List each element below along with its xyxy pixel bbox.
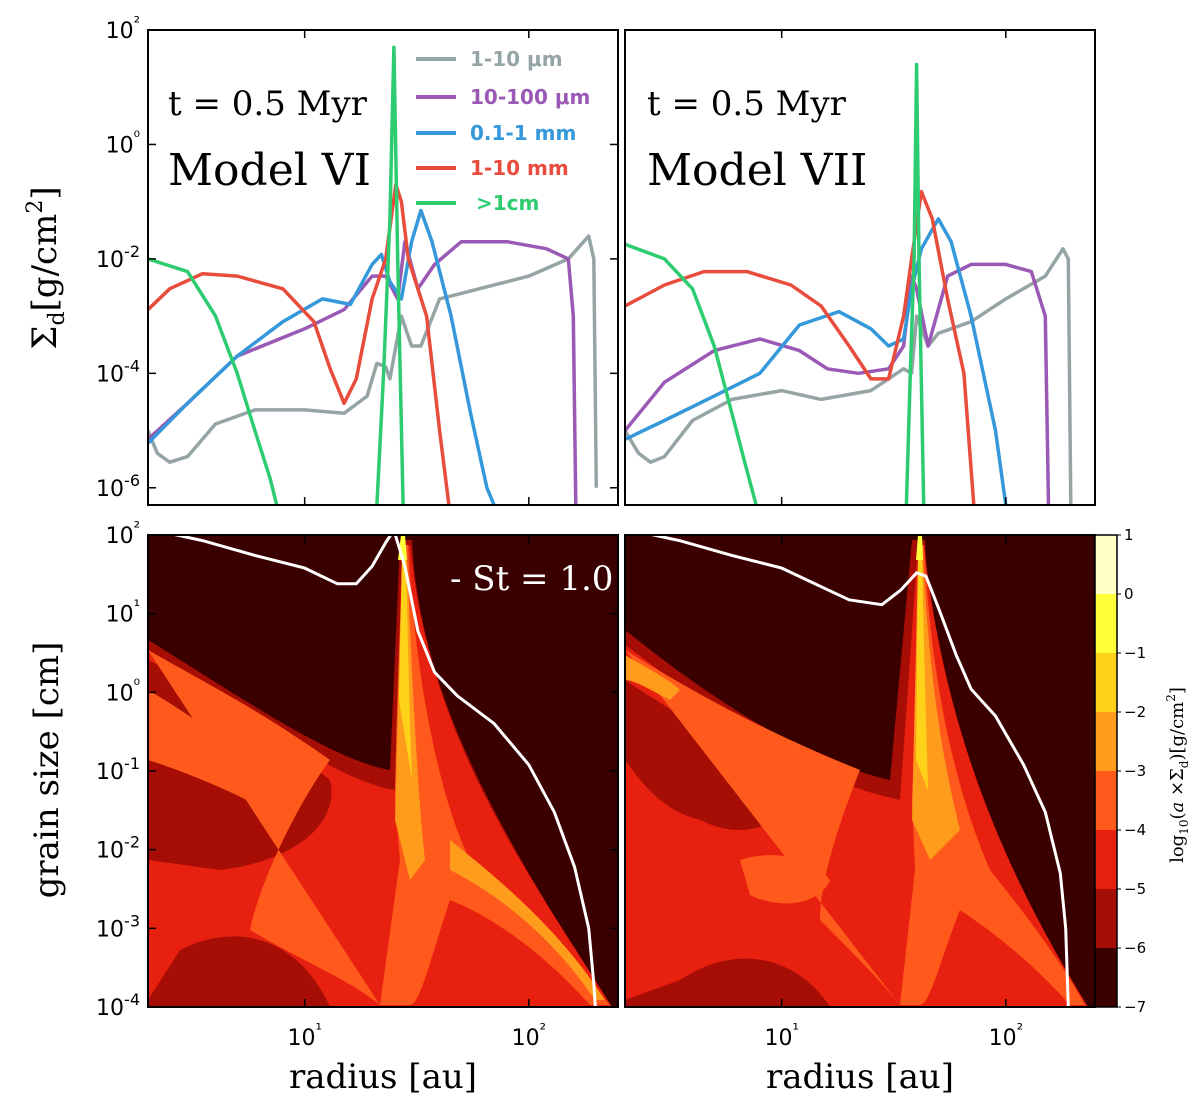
series-line-3 bbox=[148, 182, 451, 505]
legend-label-01-1mm: 0.1-1 mm bbox=[470, 121, 576, 145]
contour-level-minus4-band bbox=[148, 690, 290, 812]
colorbar-level bbox=[1095, 535, 1117, 594]
series-line-0 bbox=[148, 234, 599, 488]
y-tick-label: 10-6 bbox=[96, 471, 140, 502]
contour-level-minus3-patch bbox=[625, 655, 680, 700]
time-annotation: t = 0.5 Myr bbox=[647, 84, 847, 124]
colorbar-tick-label: −4 bbox=[1124, 821, 1146, 839]
colorbar-label: log10(a ×Σd)[g/cm2] bbox=[1164, 687, 1191, 863]
colorbar-tick-label: −6 bbox=[1124, 939, 1146, 957]
contour-level-minus2 bbox=[399, 560, 412, 780]
colorbar-tick-label: −2 bbox=[1124, 703, 1146, 721]
colorbar-level bbox=[1095, 771, 1117, 830]
panel-top-right: t = 0.5 Myr Model VII bbox=[624, 29, 1096, 506]
y-tick-label: 10-1 bbox=[96, 754, 140, 785]
time-annotation: t = 0.5 Myr bbox=[168, 84, 368, 124]
y-tick-label: 10¹ bbox=[106, 597, 140, 628]
colorbar-level bbox=[1095, 712, 1117, 771]
st1-curve bbox=[169, 535, 597, 1007]
x-tick-label: 10² bbox=[989, 1020, 1023, 1051]
x-tick-label: 10² bbox=[512, 1020, 546, 1051]
x-tick-label: 10¹ bbox=[764, 1020, 798, 1051]
series-line-4 bbox=[625, 62, 926, 505]
y-tick-label: 10-2 bbox=[96, 833, 140, 864]
contour-level-minus3-tail bbox=[450, 840, 605, 1000]
contour-level-minus2 bbox=[916, 560, 928, 790]
colorbar-level bbox=[1095, 889, 1117, 948]
y-tick-label: 10-3 bbox=[96, 911, 140, 942]
y-tick-label: 10² bbox=[106, 13, 140, 44]
top-ylabel: Σd[g/cm2] bbox=[23, 186, 70, 349]
colorbar-tick-label: 1 bbox=[1124, 526, 1134, 544]
contour-level-minus1 bbox=[916, 535, 923, 560]
colorbar-level bbox=[1095, 948, 1117, 1007]
panel-bottom-right: 10¹ 10² bbox=[624, 534, 1096, 1051]
panel-frame bbox=[624, 29, 1096, 506]
series-line-4 bbox=[148, 45, 405, 505]
legend-label-1-10mm: 1-10 mm bbox=[470, 156, 569, 180]
colorbar: 1 0 −1 −2 −3 −4 −5 −6 −7 bbox=[1094, 526, 1146, 1016]
colorbar-tick-label: −7 bbox=[1124, 998, 1146, 1016]
panel-bottom-left: - St = 1.0 10² 10¹ 10⁰ 10-1 10-2 10-3 10-4 10¹ 1… bbox=[96, 518, 619, 1051]
xlabel-right: radius [au] bbox=[766, 1057, 954, 1097]
model-annotation: Model VI bbox=[168, 145, 371, 196]
contour-level-minus4 bbox=[625, 545, 1085, 1005]
colorbar-tick-label: 0 bbox=[1124, 585, 1134, 603]
legend-label-10-100um: 10-100 μm bbox=[470, 85, 590, 109]
series-line-3 bbox=[625, 189, 976, 505]
xlabel-left: radius [au] bbox=[289, 1057, 477, 1097]
y-tick-label: 10⁰ bbox=[106, 675, 140, 706]
colorbar-level bbox=[1095, 594, 1117, 653]
colorbar-level bbox=[1095, 653, 1117, 712]
y-tick-label: 10² bbox=[106, 518, 140, 549]
x-tick-label: 10¹ bbox=[287, 1020, 321, 1051]
bottom-ylabel: grain size [cm] bbox=[27, 642, 67, 899]
panel-top-left: t = 0.5 Myr Model VI 10²10⁰10-210-410-6 … bbox=[96, 13, 619, 506]
colorbar-tick-label: −5 bbox=[1124, 880, 1146, 898]
y-tick-label: 10-2 bbox=[96, 242, 140, 273]
y-tick-label: 10⁰ bbox=[106, 127, 140, 158]
model-annotation: Model VII bbox=[647, 145, 867, 196]
y-tick-label: 10-4 bbox=[96, 990, 140, 1021]
panel-frame bbox=[147, 29, 619, 506]
contour-level-minus4-island bbox=[740, 855, 830, 904]
colorbar-level bbox=[1095, 830, 1117, 889]
y-tick-label: 10-4 bbox=[96, 356, 140, 387]
contour-level-minus3-core bbox=[912, 560, 960, 860]
legend: 1-10 μm 10-100 μm 0.1-1 mm 1-10 mm >1cm bbox=[416, 47, 590, 215]
series-line-2 bbox=[148, 208, 496, 505]
colorbar-tick-label: −3 bbox=[1124, 762, 1146, 780]
st1-curve bbox=[646, 535, 1070, 1007]
legend-label-gt1cm: >1cm bbox=[476, 191, 539, 215]
legend-label-1-10um: 1-10 μm bbox=[470, 47, 563, 71]
series-line-0 bbox=[625, 247, 1073, 505]
colorbar-tick-label: −1 bbox=[1124, 644, 1146, 662]
st-annotation: - St = 1.0 bbox=[450, 559, 613, 599]
